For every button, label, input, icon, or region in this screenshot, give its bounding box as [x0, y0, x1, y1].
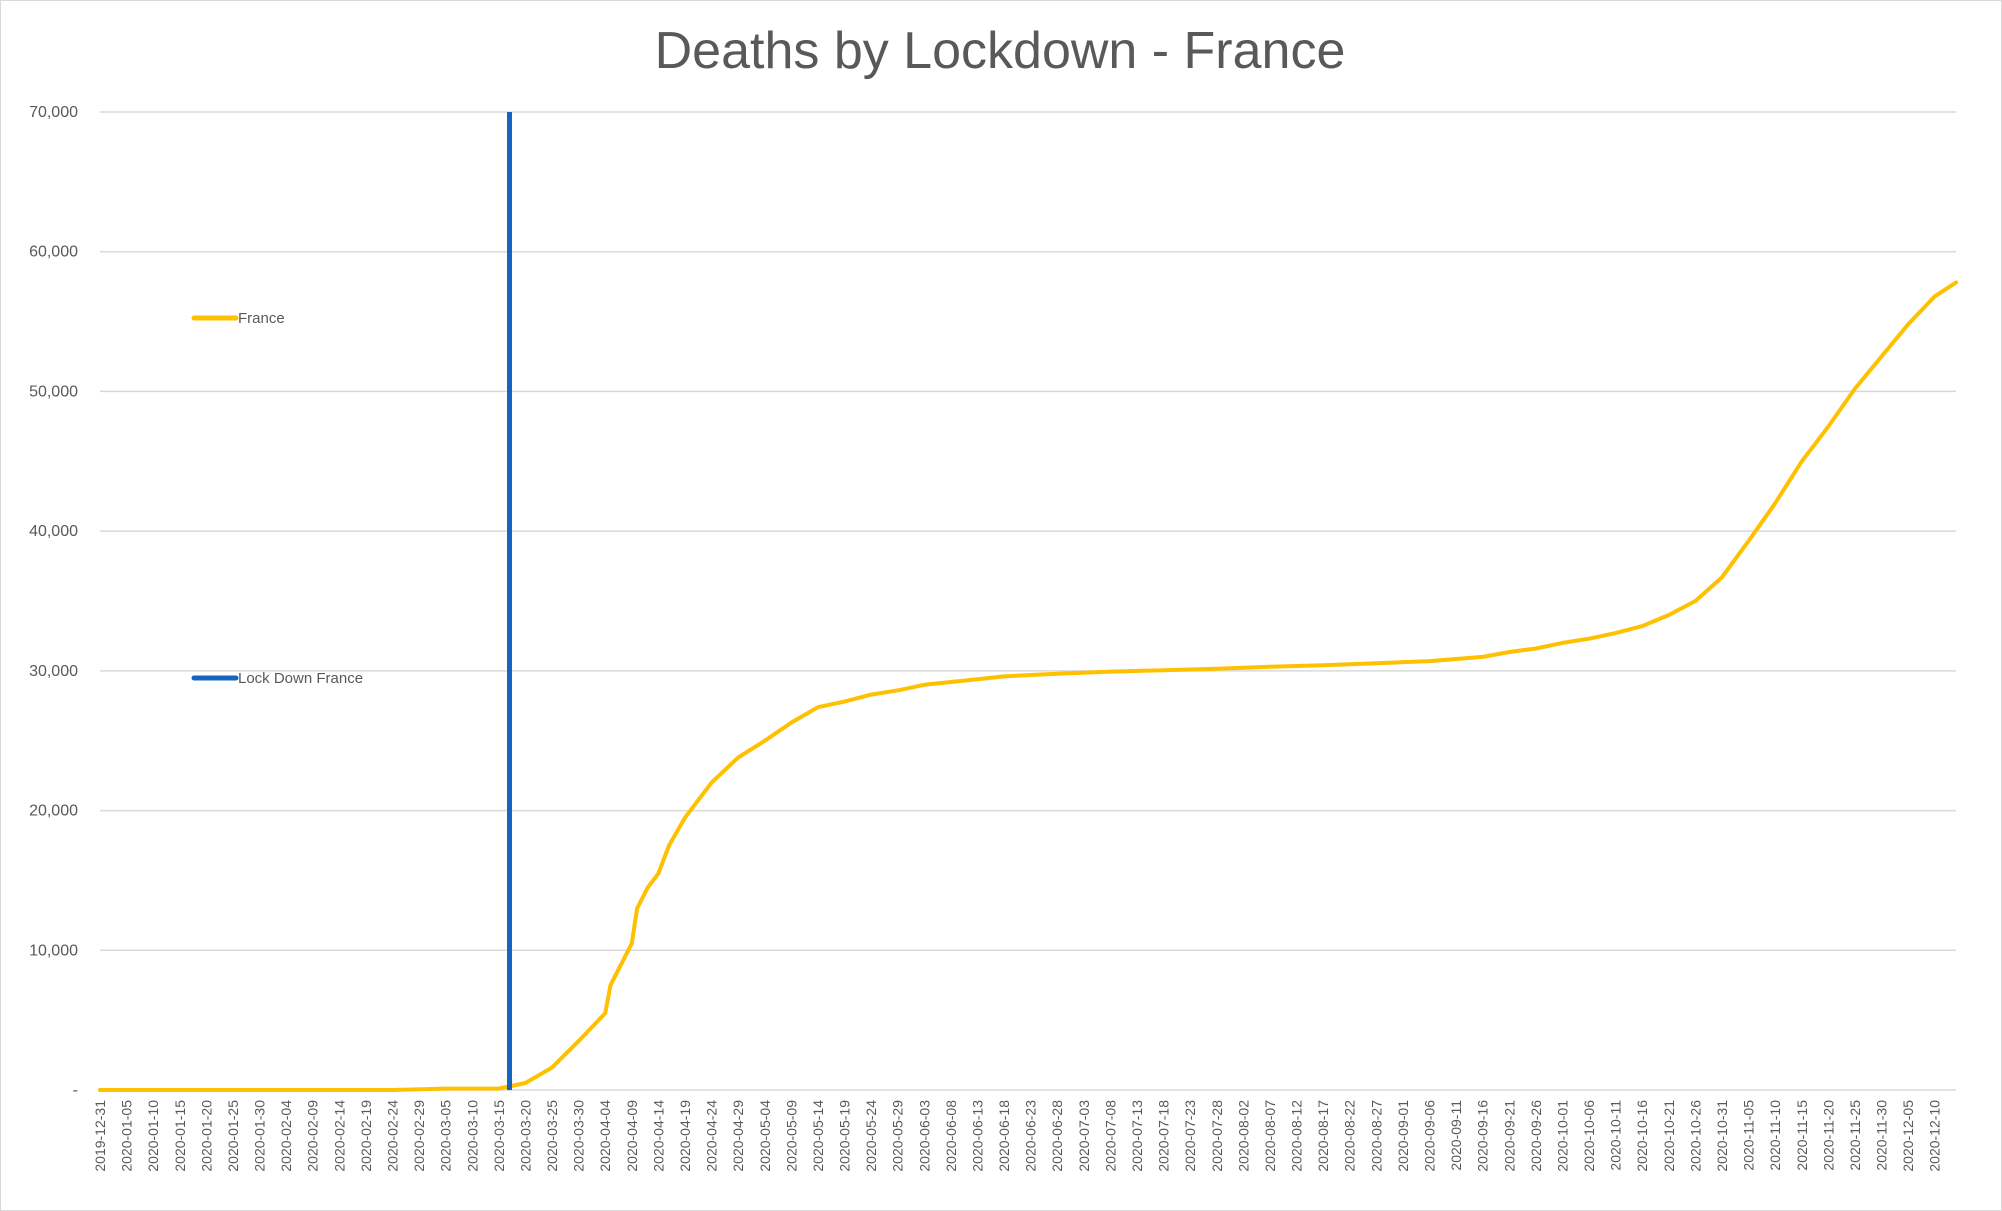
x-tick-label: 2020-02-04 — [278, 1100, 294, 1172]
x-tick-label: 2020-01-15 — [172, 1100, 188, 1172]
x-tick-label: 2020-09-06 — [1422, 1100, 1438, 1172]
x-tick-label: 2020-08-27 — [1368, 1100, 1384, 1172]
x-tick-label: 2020-06-18 — [996, 1100, 1012, 1172]
x-tick-label: 2020-11-25 — [1847, 1100, 1863, 1171]
x-tick-label: 2020-07-23 — [1182, 1100, 1198, 1172]
x-tick-label: 2020-08-22 — [1342, 1100, 1358, 1172]
x-tick-label: 2019-12-31 — [92, 1100, 108, 1172]
legend-label: France — [238, 310, 285, 327]
y-axis-ticks: - 10,000 20,000 30,000 40,000 50,000 60,000 70,… — [29, 104, 78, 1099]
x-tick-label: 2020-01-05 — [119, 1100, 135, 1172]
y-tick-label: 10,000 — [29, 942, 78, 959]
y-tick-label: 30,000 — [29, 663, 78, 680]
x-tick-label: 2020-10-11 — [1608, 1100, 1624, 1171]
x-tick-label: 2020-10-21 — [1661, 1100, 1677, 1172]
x-axis-ticks: 2019-12-31 2020-01-05 2020-01-10 2020-01-15… — [92, 1100, 1943, 1172]
x-tick-label: 2020-09-01 — [1395, 1100, 1411, 1172]
x-tick-label: 2020-03-10 — [464, 1100, 480, 1172]
x-tick-label: 2020-12-10 — [1927, 1100, 1943, 1172]
x-tick-label: 2020-04-04 — [597, 1100, 613, 1172]
x-tick-label: 2020-10-01 — [1554, 1100, 1570, 1172]
x-tick-label: 2020-07-03 — [1076, 1100, 1092, 1172]
x-tick-label: 2020-02-14 — [331, 1100, 347, 1172]
x-tick-label: 2020-10-31 — [1714, 1100, 1730, 1172]
x-tick-label: 2020-08-12 — [1289, 1100, 1305, 1172]
x-tick-label: 2020-06-23 — [1023, 1100, 1039, 1172]
x-tick-label: 2020-05-14 — [810, 1100, 826, 1172]
x-tick-label: 2020-04-29 — [730, 1100, 746, 1172]
x-tick-label: 2020-04-09 — [624, 1100, 640, 1172]
x-tick-label: 2020-02-24 — [384, 1100, 400, 1172]
legend-label: Lock Down France — [238, 670, 363, 687]
x-tick-label: 2020-08-07 — [1262, 1100, 1278, 1172]
x-tick-label: 2020-04-14 — [650, 1100, 666, 1172]
x-tick-label: 2020-11-10 — [1767, 1100, 1783, 1171]
x-tick-label: 2020-04-24 — [704, 1100, 720, 1172]
x-tick-label: 2020-03-15 — [491, 1100, 507, 1172]
x-tick-label: 2020-10-16 — [1634, 1100, 1650, 1172]
x-tick-label: 2020-02-19 — [358, 1100, 374, 1172]
x-tick-label: 2020-10-06 — [1581, 1100, 1597, 1172]
legend: France Lock Down France — [191, 310, 363, 687]
x-tick-label: 2020-03-25 — [544, 1100, 560, 1172]
x-tick-label: 2020-11-05 — [1741, 1100, 1757, 1171]
x-tick-label: 2020-07-08 — [1102, 1100, 1118, 1172]
series-line-france — [98, 280, 1958, 1092]
x-tick-label: 2020-01-30 — [252, 1100, 268, 1172]
x-tick-label: 2020-05-19 — [837, 1100, 853, 1172]
x-tick-label: 2020-08-17 — [1315, 1100, 1331, 1172]
x-tick-label: 2020-04-19 — [677, 1100, 693, 1172]
x-tick-label: 2020-02-29 — [411, 1100, 427, 1172]
x-tick-label: 2020-10-26 — [1687, 1100, 1703, 1172]
x-tick-label: 2020-03-05 — [438, 1100, 454, 1172]
x-tick-label: 2020-05-29 — [890, 1100, 906, 1172]
x-tick-label: 2020-06-28 — [1049, 1100, 1065, 1172]
series-lines — [98, 112, 1958, 1092]
x-tick-label: 2020-09-16 — [1475, 1100, 1491, 1172]
x-tick-label: 2020-01-25 — [225, 1100, 241, 1172]
chart-title: Deaths by Lockdown - France — [655, 22, 1346, 80]
x-tick-label: 2020-06-13 — [969, 1100, 985, 1172]
x-tick-label: 2020-11-20 — [1820, 1100, 1836, 1171]
y-tick-label: 50,000 — [29, 383, 78, 400]
y-tick-label: 60,000 — [29, 244, 78, 261]
x-tick-label: 2020-11-30 — [1874, 1100, 1890, 1171]
x-tick-label: 2020-06-03 — [916, 1100, 932, 1172]
x-tick-label: 2020-05-09 — [783, 1100, 799, 1172]
x-tick-label: 2020-09-11 — [1448, 1100, 1464, 1171]
x-tick-label: 2020-05-04 — [757, 1100, 773, 1172]
y-tick-label: - — [73, 1082, 78, 1099]
x-tick-label: 2020-07-18 — [1156, 1100, 1172, 1172]
x-tick-label: 2020-07-28 — [1209, 1100, 1225, 1172]
x-tick-label: 2020-05-24 — [863, 1100, 879, 1172]
x-tick-label: 2020-12-05 — [1900, 1100, 1916, 1172]
x-tick-label: 2020-07-13 — [1129, 1100, 1145, 1172]
x-tick-label: 2020-06-08 — [943, 1100, 959, 1172]
x-tick-label: 2020-03-20 — [517, 1100, 533, 1172]
x-tick-label: 2020-01-10 — [145, 1100, 161, 1172]
x-tick-label: 2020-09-26 — [1528, 1100, 1544, 1172]
x-tick-label: 2020-11-15 — [1794, 1100, 1810, 1171]
x-tick-label: 2020-03-30 — [571, 1100, 587, 1172]
y-tick-label: 70,000 — [29, 104, 78, 121]
x-tick-label: 2020-02-09 — [305, 1100, 321, 1172]
gridlines — [100, 111, 1956, 1091]
x-tick-label: 2020-01-20 — [198, 1100, 214, 1172]
y-tick-label: 40,000 — [29, 523, 78, 540]
x-tick-label: 2020-09-21 — [1501, 1100, 1517, 1172]
x-tick-label: 2020-08-02 — [1235, 1100, 1251, 1172]
y-tick-label: 20,000 — [29, 803, 78, 820]
